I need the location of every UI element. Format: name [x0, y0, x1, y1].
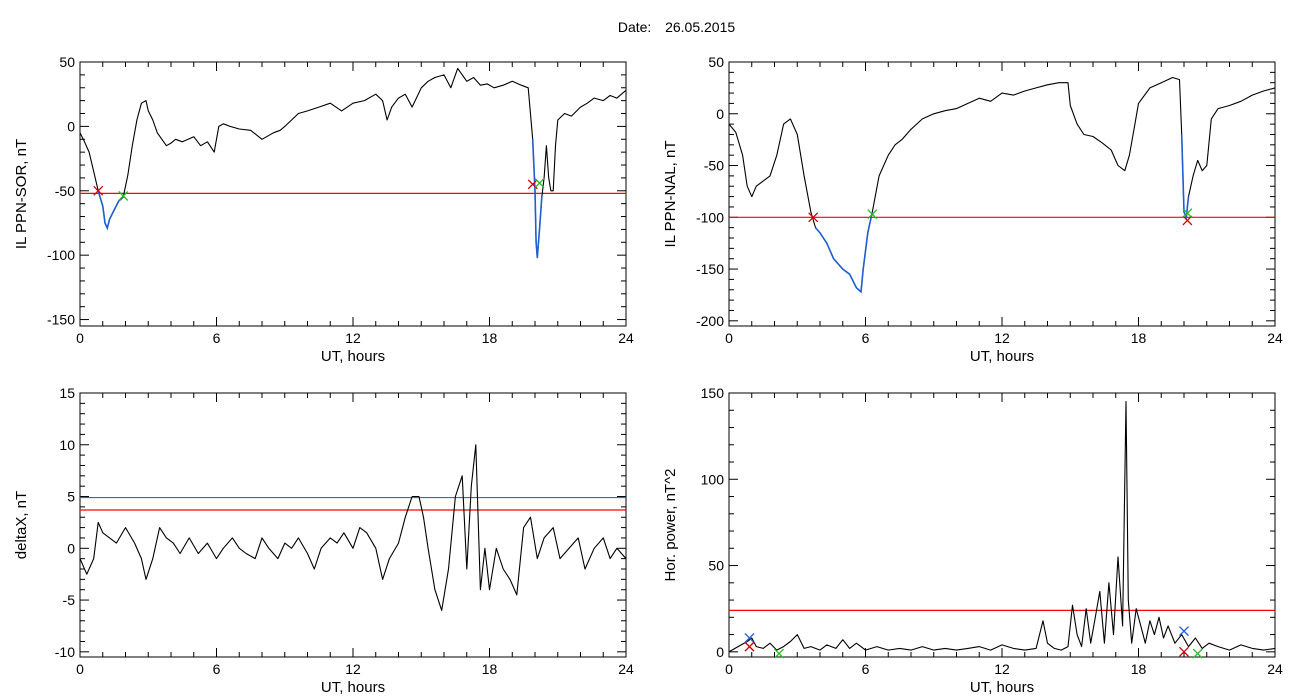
x-tick-label: 24 [1267, 330, 1283, 346]
x-axis-title: UT, hours [970, 348, 1034, 365]
marker-green [867, 209, 878, 220]
x-tick-label: 6 [862, 661, 870, 677]
marker-stroke [744, 633, 755, 643]
x-axis-title: UT, hours [970, 679, 1034, 696]
x-tick-label: 18 [1131, 330, 1147, 346]
marker-blue [1179, 626, 1189, 637]
y-tick-label: 150 [701, 385, 725, 401]
y-tick-label: 15 [59, 385, 75, 401]
marker-green [118, 190, 129, 201]
x-tick-label: 12 [345, 330, 361, 346]
x-tick-label: 24 [1267, 661, 1283, 677]
y-tick-label: -100 [696, 209, 724, 225]
x-tick-label: 0 [725, 661, 733, 677]
marker-stroke [1179, 646, 1189, 657]
marker-green [1182, 208, 1193, 219]
marker-stroke [867, 209, 878, 220]
x-tick-label: 0 [76, 330, 84, 346]
x-tick-label: 24 [618, 330, 634, 346]
marker-green [1192, 648, 1203, 659]
date-label: Date: [617, 19, 652, 35]
y-axis-title: IL PPN-NAL, nT [662, 141, 679, 248]
plot-frame [728, 392, 1276, 658]
marker-red [1182, 215, 1193, 226]
series-line [729, 76, 1275, 293]
x-tick-label: 18 [1131, 661, 1147, 677]
panel-deltax: 0 6 12 18 24 15 10 5 0 -5 -10 UT, hours deltaX, nT [13, 385, 634, 696]
y-tick-label: -150 [696, 261, 724, 277]
series-line [729, 401, 1275, 653]
marker-red [1179, 646, 1189, 657]
x-tick-label: 6 [213, 330, 221, 346]
y-tick-label: 50 [708, 558, 724, 574]
y-tick-label: 0 [67, 118, 75, 134]
x-tick-label: 12 [994, 330, 1010, 346]
x-axis-title: UT, hours [321, 679, 385, 696]
y-tick-label: -50 [704, 158, 724, 174]
marker-stroke [808, 212, 819, 223]
y-tick-label: 0 [716, 644, 724, 660]
series-line [80, 67, 626, 259]
panel-il-ppn-nal: 0 6 12 18 24 50 0 -50 -100 -150 -200 UT, hours IL PP… [662, 54, 1283, 365]
event-segment [97, 190, 124, 231]
x-tick-label: 6 [213, 661, 221, 677]
x-tick-label: 18 [482, 330, 498, 346]
y-tick-label: 100 [701, 471, 725, 487]
y-tick-label: -50 [55, 183, 75, 199]
y-tick-label: 10 [59, 437, 75, 453]
marker-stroke [118, 190, 129, 201]
x-tick-label: 6 [862, 330, 870, 346]
x-tick-label: 0 [725, 330, 733, 346]
figure-date-header: Date: 26.05.2015 [0, 19, 1300, 35]
marker-stroke [1192, 648, 1203, 659]
marker-stroke [93, 185, 104, 196]
date-value: 26.05.2015 [665, 19, 736, 35]
y-tick-label: -200 [696, 313, 724, 329]
series-line [80, 444, 626, 611]
marker-red [744, 641, 755, 652]
marker-stroke [744, 641, 755, 652]
y-tick-label: 0 [67, 540, 75, 556]
marker-stroke [1182, 208, 1193, 219]
marker-blue [744, 633, 755, 643]
plot-frame [79, 61, 627, 327]
marker-stroke [774, 648, 785, 659]
plot-frame [79, 392, 627, 658]
panel-hor-power: 0 6 12 18 24 150 100 50 0 UT, hours Hor. power, nT… [662, 385, 1283, 696]
y-axis-title: deltaX, nT [13, 491, 30, 559]
marker-stroke [534, 178, 545, 189]
event-segment [1180, 134, 1190, 221]
y-tick-label: 50 [708, 54, 724, 70]
marker-green [534, 178, 545, 189]
marker-stroke [1182, 215, 1193, 226]
marker-green [774, 648, 785, 659]
y-tick-label: 50 [59, 54, 75, 70]
plot-frame [728, 61, 1276, 327]
panel-il-ppn-sor: 0 6 12 18 24 50 0 -50 -100 -150 UT, hours IL PPN-SO… [13, 54, 634, 365]
marker-stroke [1179, 626, 1189, 637]
x-tick-label: 12 [994, 661, 1010, 677]
x-tick-label: 12 [345, 661, 361, 677]
y-axis-title: IL PPN-SOR, nT [13, 139, 30, 249]
marker-red [93, 185, 104, 196]
marker-red [808, 212, 819, 223]
y-tick-label: -5 [63, 592, 76, 608]
y-tick-label: 0 [716, 106, 724, 122]
y-axis-title: Hor. power, nT^2 [662, 469, 679, 582]
y-tick-label: -150 [47, 312, 75, 328]
x-axis-title: UT, hours [321, 348, 385, 365]
marker-stroke [527, 179, 538, 190]
x-tick-label: 24 [618, 661, 634, 677]
x-tick-label: 0 [76, 661, 84, 677]
event-segment [531, 139, 543, 258]
event-segment [814, 211, 874, 294]
y-tick-label: -100 [47, 247, 75, 263]
x-tick-label: 18 [482, 661, 498, 677]
y-tick-label: -10 [55, 644, 75, 660]
y-tick-label: 5 [67, 489, 75, 505]
